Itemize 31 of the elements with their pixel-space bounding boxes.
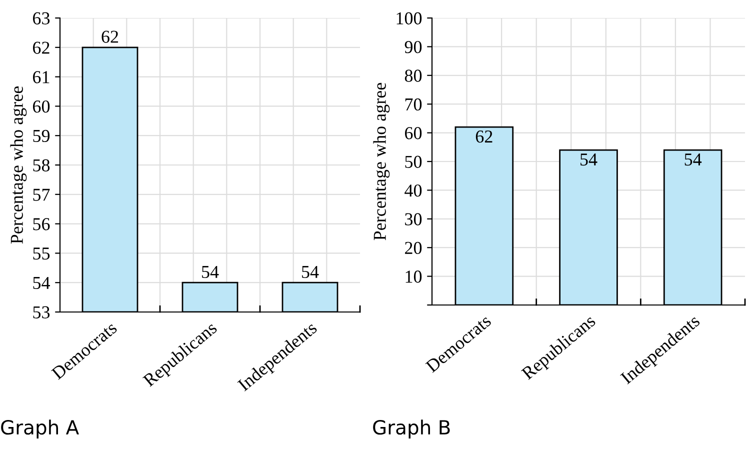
y-tick-label: 80 bbox=[404, 70, 422, 82]
y-tick-label: 61 bbox=[33, 71, 50, 84]
y-tick-label: 58 bbox=[33, 159, 50, 172]
y-tick-label: 90 bbox=[404, 40, 422, 54]
y-tick-label: 63 bbox=[33, 12, 50, 24]
y-tick-label: 100 bbox=[396, 12, 422, 24]
data-label: 54 bbox=[580, 154, 598, 166]
y-tick-label: 62 bbox=[33, 42, 50, 54]
y-tick-label: 60 bbox=[405, 127, 422, 140]
y-tick-label: 60 bbox=[33, 100, 50, 113]
data-label: 54 bbox=[202, 266, 219, 278]
y-tick-label: 70 bbox=[405, 98, 422, 111]
y-tick-label: 56 bbox=[33, 218, 50, 230]
y-tick-label: 30 bbox=[405, 213, 422, 226]
y-tick-label: 54 bbox=[33, 276, 50, 290]
y-tick-label: 20 bbox=[405, 242, 422, 254]
y-axis-title: Percentage who agree bbox=[10, 86, 27, 244]
y-tick-label: 40 bbox=[404, 184, 422, 197]
y-tick-label: 50 bbox=[405, 156, 422, 168]
text: Graph B bbox=[373, 420, 450, 438]
data-label: 62 bbox=[102, 30, 118, 43]
data-label: 54 bbox=[684, 154, 702, 166]
text: Graph A bbox=[1, 420, 79, 438]
y-tick-label: 53 bbox=[33, 306, 50, 318]
data-label: 62 bbox=[476, 130, 492, 143]
y-axis-title: Percentage who agree bbox=[373, 82, 390, 240]
y-tick-label: 10 bbox=[406, 270, 422, 283]
data-label: 54 bbox=[302, 266, 319, 278]
y-tick-label: 59 bbox=[33, 130, 50, 142]
y-tick-label: 55 bbox=[33, 248, 50, 260]
y-tick-label: 57 bbox=[33, 188, 50, 201]
